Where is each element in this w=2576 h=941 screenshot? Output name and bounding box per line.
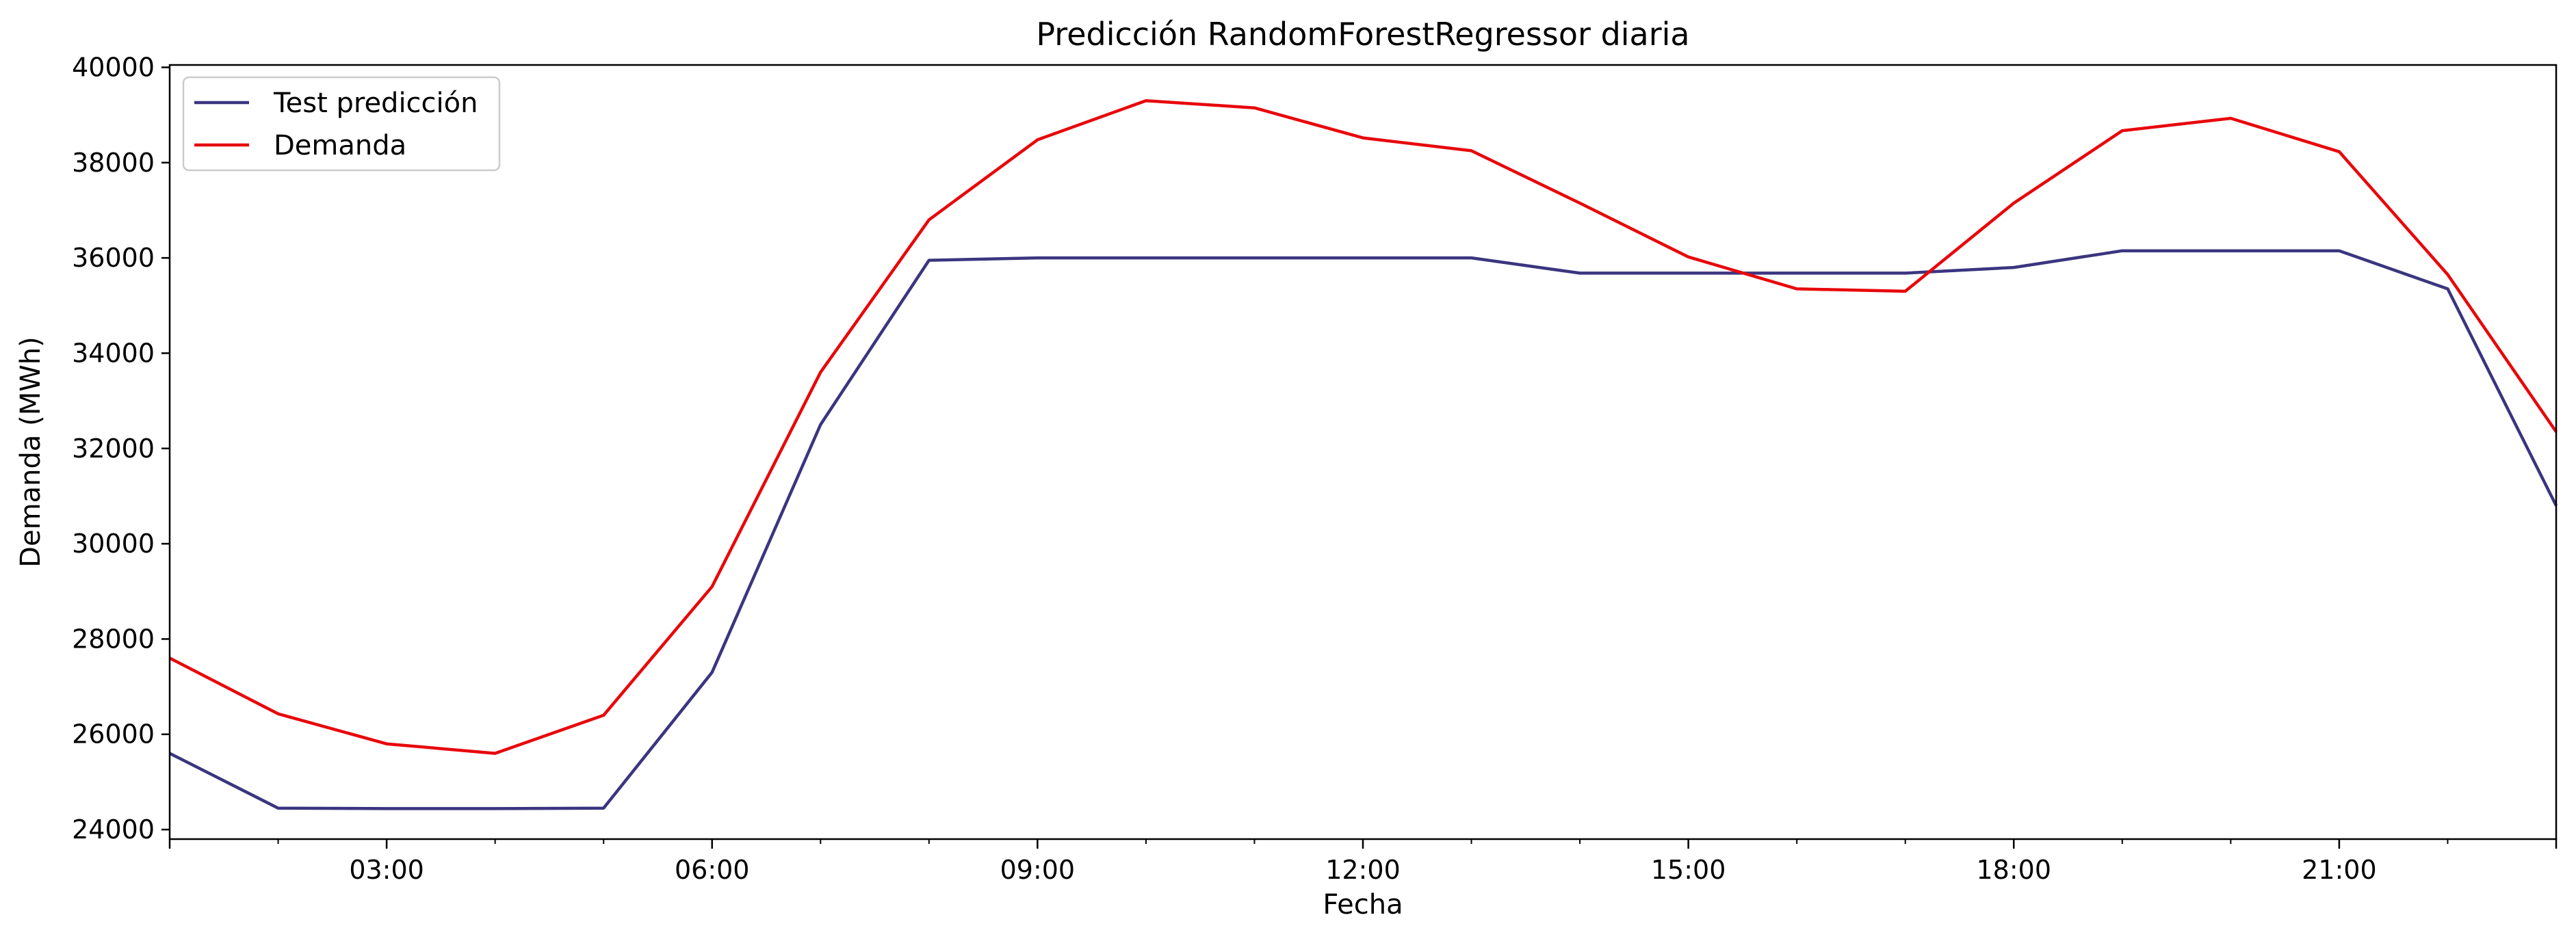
legend-label-demanda: Demanda	[274, 130, 406, 161]
x-tick-label: 12:00	[1325, 855, 1401, 885]
series-line-0	[168, 249, 2558, 810]
y-tick-label: 26000	[72, 719, 155, 750]
y-tick-label: 28000	[72, 624, 155, 654]
x-axis-label: Fecha	[1323, 889, 1403, 920]
y-tick-label: 36000	[72, 243, 155, 273]
x-tick-label: 06:00	[675, 855, 750, 885]
x-axis: 03:00 06:00 09:00 12:00 15:00 18:00 21:00	[168, 839, 2558, 885]
y-tick-label: 34000	[72, 338, 155, 368]
legend-label-prediccion: Test predicción	[273, 88, 478, 119]
x-tick-label: 21:00	[2302, 855, 2377, 885]
y-tick-label: 32000	[72, 434, 155, 464]
legend-frame	[182, 76, 501, 172]
x-tick-label: 18:00	[1977, 855, 2052, 885]
series-lines	[168, 98, 2558, 810]
x-tick-label: 09:00	[1000, 855, 1076, 885]
plot-area	[170, 65, 2556, 839]
y-tick-label: 40000	[72, 52, 155, 82]
x-tick-label: 03:00	[349, 855, 424, 885]
y-tick-label: 24000	[72, 814, 155, 845]
y-tick-label: 30000	[72, 529, 155, 559]
series-line-1	[168, 98, 2558, 755]
legend: Test predicción Demanda	[182, 76, 501, 172]
x-tick-label: 15:00	[1651, 855, 1726, 885]
y-tick-label: 38000	[72, 148, 155, 178]
y-axis-label: Demanda (MWh)	[15, 336, 47, 567]
y-axis: 24000 26000 28000 30000 32000 34000 36000 38000…	[72, 52, 170, 845]
chart-title: Predicción RandomForestRegressor diaria	[1036, 16, 1689, 53]
